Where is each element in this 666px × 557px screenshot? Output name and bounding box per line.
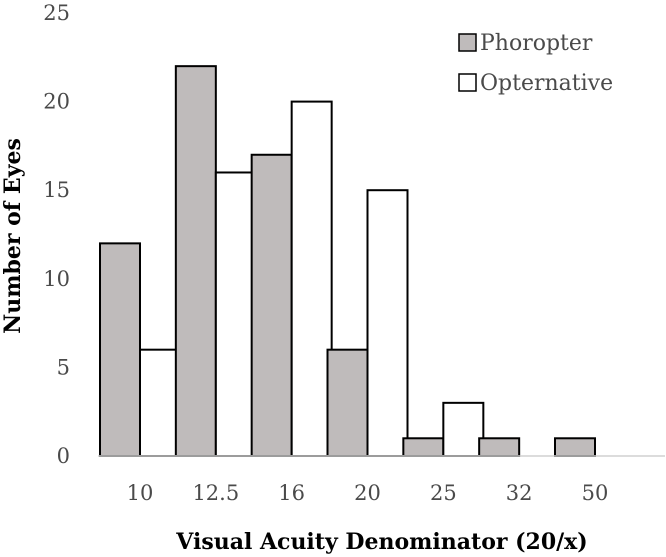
bar-opternative-20 xyxy=(366,189,409,457)
x-axis-ticks: 10 12.5 16 20 25 32 50 xyxy=(127,481,609,505)
y-axis-title: Number of Eyes xyxy=(0,138,26,334)
y-axis-ticks: 0 5 10 15 20 25 xyxy=(43,1,70,468)
legend: Phoropter Opternative xyxy=(458,31,613,96)
bar-phoropter-20 xyxy=(326,348,369,457)
bar-phoropter-12-5 xyxy=(174,65,217,457)
x-axis-title: Visual Acuity Denominator (20/x) xyxy=(175,529,587,555)
legend-swatch-phoropter xyxy=(458,33,477,52)
bar-opternative-12-5 xyxy=(214,171,257,457)
x-tick-label: 12.5 xyxy=(192,481,239,505)
bars xyxy=(99,65,596,457)
x-tick-label: 20 xyxy=(354,481,381,505)
y-tick-label: 0 xyxy=(57,444,70,468)
bar-phoropter-10 xyxy=(99,242,141,457)
legend-label-phoropter: Phoropter xyxy=(480,31,593,56)
y-tick-label: 5 xyxy=(57,355,70,379)
bar-phoropter-50 xyxy=(554,437,596,457)
bar-opternative-25 xyxy=(442,401,485,457)
y-tick-label: 20 xyxy=(43,90,70,114)
bar-phoropter-16 xyxy=(250,153,293,457)
legend-swatch-opternative xyxy=(458,73,477,92)
y-tick-label: 15 xyxy=(43,178,70,202)
legend-label-opternative: Opternative xyxy=(480,71,613,96)
bar-phoropter-32 xyxy=(478,437,521,457)
bar-phoropter-25 xyxy=(402,437,445,457)
x-tick-label: 32 xyxy=(506,481,533,505)
bar-opternative-10 xyxy=(139,348,181,457)
y-tick-label: 25 xyxy=(43,1,70,25)
bar-opternative-16 xyxy=(290,100,333,457)
x-tick-label: 25 xyxy=(430,481,457,505)
x-tick-label: 50 xyxy=(582,481,609,505)
x-tick-label: 16 xyxy=(278,481,305,505)
y-tick-label: 10 xyxy=(43,267,70,291)
x-tick-label: 10 xyxy=(127,481,154,505)
